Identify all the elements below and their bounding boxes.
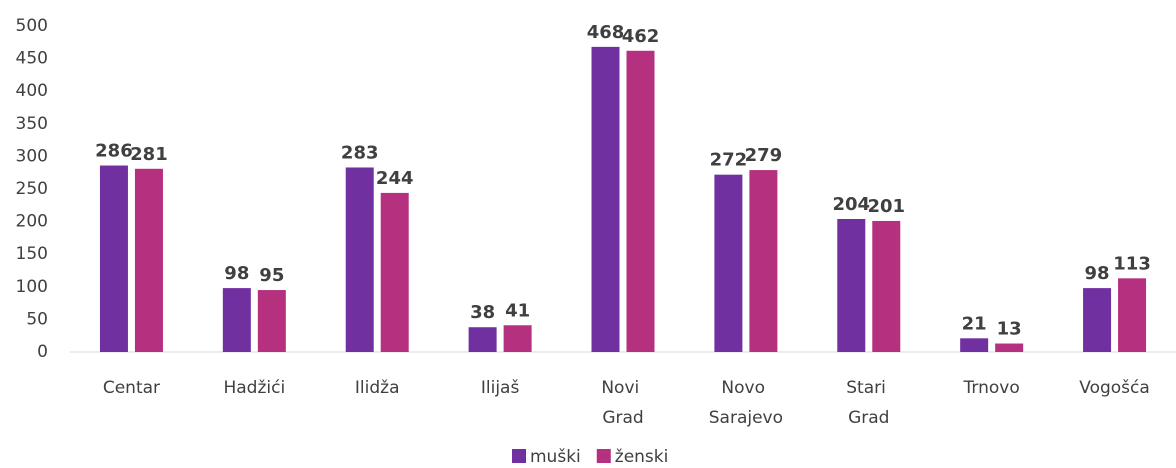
- y-tick-label: 400: [16, 81, 48, 101]
- value-label: 21: [962, 313, 987, 334]
- bar: [626, 50, 655, 352]
- y-tick-label: 0: [37, 342, 48, 362]
- bar: [872, 220, 901, 352]
- legend-swatch: [596, 449, 611, 463]
- value-label: 95: [259, 265, 284, 286]
- bar: [345, 167, 374, 352]
- value-label: 272: [710, 150, 748, 171]
- bar: [222, 288, 251, 352]
- y-tick-label: 250: [16, 179, 48, 199]
- legend-label: ženski: [615, 447, 669, 467]
- value-label: 41: [505, 300, 530, 321]
- value-label: 98: [224, 263, 249, 284]
- y-tick-label: 200: [16, 212, 48, 232]
- x-tick-label: Trnovo: [963, 378, 1020, 398]
- bar: [134, 168, 163, 352]
- y-tick-label: 150: [16, 244, 48, 264]
- value-label: 98: [1085, 263, 1110, 284]
- bar: [837, 218, 866, 352]
- value-label: 283: [341, 142, 379, 163]
- bar: [591, 46, 620, 352]
- bar: [995, 343, 1024, 352]
- x-tick-label: Ilidža: [355, 378, 400, 398]
- x-tick-label: Novi Grad: [601, 378, 644, 428]
- bar: [99, 165, 128, 352]
- value-label: 204: [832, 194, 870, 215]
- bar: [960, 338, 989, 352]
- value-label: 468: [587, 22, 625, 43]
- x-tick-label: Novo Sarajevo: [709, 378, 783, 428]
- value-label: 38: [470, 302, 495, 323]
- y-tick-label: 50: [26, 309, 48, 329]
- x-tick-label: Vogošća: [1079, 378, 1150, 398]
- bar: [749, 170, 778, 352]
- bar: [1083, 288, 1112, 352]
- legend-swatch: [512, 449, 526, 463]
- bar: [257, 290, 286, 352]
- y-tick-label: 350: [16, 114, 48, 134]
- bar: [468, 327, 497, 352]
- legend-label: muški: [530, 447, 581, 467]
- bar: [1118, 278, 1147, 352]
- x-tick-label: Stari Grad: [846, 378, 891, 428]
- value-label: 201: [867, 196, 905, 217]
- x-tick-label: Ilijaš: [481, 378, 520, 398]
- y-tick-label: 300: [16, 146, 48, 166]
- value-label: 244: [376, 168, 414, 189]
- bar: [380, 192, 409, 352]
- y-tick-label: 100: [16, 277, 48, 297]
- bar: [714, 174, 743, 352]
- y-tick-label: 450: [16, 49, 48, 69]
- value-label: 13: [997, 319, 1022, 340]
- y-tick-label: 500: [16, 16, 48, 36]
- bar: [503, 325, 532, 352]
- x-tick-label: Centar: [103, 378, 160, 398]
- value-label: 279: [745, 145, 783, 166]
- value-label: 113: [1113, 253, 1151, 274]
- value-label: 281: [130, 144, 168, 165]
- x-tick-label: Hadžići: [223, 378, 285, 398]
- value-label: 286: [95, 141, 133, 162]
- value-label: 462: [622, 26, 660, 47]
